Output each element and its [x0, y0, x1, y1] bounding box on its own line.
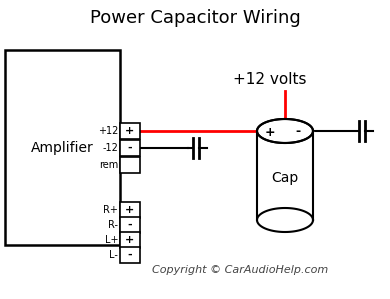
Text: +12 volts: +12 volts	[233, 72, 307, 88]
Text: Cap: Cap	[271, 171, 299, 185]
Bar	[120, 232, 140, 248]
Text: -: -	[296, 126, 301, 138]
Bar	[5, 50, 120, 245]
Bar	[120, 123, 140, 139]
Text: rem: rem	[99, 160, 118, 170]
Text: -: -	[128, 143, 132, 153]
Polygon shape	[257, 119, 313, 143]
Text: R+: R+	[103, 205, 118, 215]
Bar	[120, 247, 140, 263]
Text: +: +	[125, 235, 135, 245]
Text: R-: R-	[108, 220, 118, 230]
Bar	[120, 202, 140, 218]
Text: -12: -12	[102, 143, 118, 153]
Text: +12: +12	[98, 126, 118, 136]
Text: +: +	[265, 126, 275, 138]
Text: L-: L-	[109, 250, 118, 260]
Bar	[120, 217, 140, 233]
Text: L+: L+	[105, 235, 118, 245]
Text: +: +	[125, 126, 135, 136]
Text: Amplifier: Amplifier	[31, 141, 93, 155]
Text: +: +	[125, 205, 135, 215]
Bar	[120, 140, 140, 156]
Text: Power Capacitor Wiring: Power Capacitor Wiring	[90, 9, 300, 27]
Text: Copyright © CarAudioHelp.com: Copyright © CarAudioHelp.com	[152, 265, 328, 275]
Bar	[120, 157, 140, 173]
Text: -: -	[128, 220, 132, 230]
Text: -: -	[128, 250, 132, 260]
